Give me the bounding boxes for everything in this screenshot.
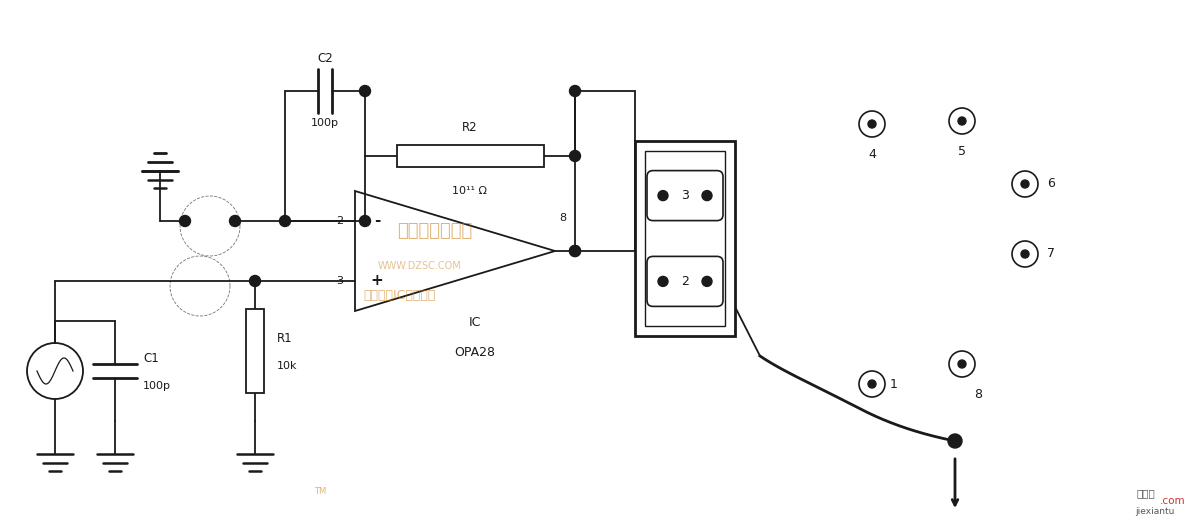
Text: C2: C2 [317,53,332,66]
Circle shape [948,434,962,448]
Text: 10k: 10k [277,361,298,371]
Text: -: - [374,214,380,228]
Text: OPA28: OPA28 [455,347,496,359]
Text: 10¹¹ Ω: 10¹¹ Ω [452,186,487,196]
Circle shape [570,246,581,257]
Text: 100p: 100p [311,118,340,128]
Text: 全球最大IC采购网站: 全球最大IC采购网站 [364,289,436,302]
Circle shape [958,360,966,368]
Text: 3: 3 [336,276,343,286]
Circle shape [570,86,581,96]
FancyBboxPatch shape [647,256,722,307]
Circle shape [180,216,191,227]
Circle shape [658,276,668,286]
Circle shape [1021,250,1030,258]
Circle shape [658,190,668,200]
Circle shape [360,216,371,227]
Circle shape [868,120,876,128]
Circle shape [229,216,240,227]
Text: 6: 6 [1046,177,1055,190]
Circle shape [702,190,712,200]
Circle shape [280,216,290,227]
Text: 2: 2 [336,216,343,226]
Text: 维库电子市场网: 维库电子市场网 [397,222,473,240]
Text: 100p: 100p [143,381,172,391]
Circle shape [1021,180,1030,188]
Text: 7: 7 [1046,248,1055,260]
Bar [396,145,544,167]
Text: jiexiantu: jiexiantu [1135,507,1175,516]
FancyBboxPatch shape [647,170,722,220]
Text: IC: IC [469,317,481,329]
Text: 8: 8 [974,388,982,401]
Text: +: + [371,274,383,288]
Circle shape [250,276,260,287]
Circle shape [702,276,712,286]
Text: WWW.DZSC.COM: WWW.DZSC.COM [378,261,462,271]
Text: 3: 3 [682,189,689,202]
Text: 1: 1 [890,378,898,390]
Text: .com: .com [1160,496,1186,506]
Circle shape [958,117,966,125]
Text: C1: C1 [143,352,158,366]
Text: 2: 2 [682,275,689,288]
Text: 5: 5 [958,145,966,158]
Circle shape [868,380,876,388]
Text: 接线图: 接线图 [1136,488,1154,498]
Circle shape [360,86,371,96]
Text: R1: R1 [277,332,293,346]
Text: R2: R2 [462,122,478,135]
Bar [246,309,264,393]
Circle shape [570,150,581,161]
Text: TM: TM [314,487,326,495]
Bar [646,151,725,326]
Text: 4: 4 [868,148,876,161]
Bar [635,141,734,336]
Circle shape [570,246,581,257]
Text: 8: 8 [559,213,566,223]
